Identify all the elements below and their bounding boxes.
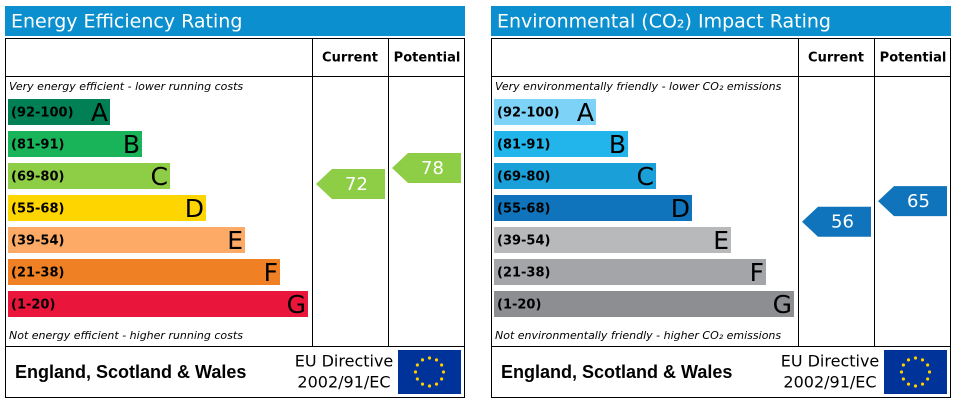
band-range: (21-38) bbox=[497, 266, 550, 281]
rating-arrow bbox=[316, 169, 385, 199]
band-range: (55-68) bbox=[11, 202, 64, 217]
band-range: (92-100) bbox=[11, 106, 74, 121]
current-header: Current bbox=[808, 51, 864, 66]
band bbox=[8, 163, 170, 189]
rating-arrow bbox=[802, 206, 871, 237]
band-letter: C bbox=[151, 162, 168, 191]
band-letter: B bbox=[609, 130, 626, 159]
flag-star bbox=[927, 370, 932, 374]
band-letter: D bbox=[185, 194, 204, 223]
panel-title: Energy Efficiency Rating bbox=[11, 11, 242, 33]
flag-star bbox=[920, 358, 925, 362]
band-letter: A bbox=[577, 98, 594, 127]
band-letter: F bbox=[264, 258, 278, 287]
band bbox=[494, 227, 731, 253]
band-range: (21-38) bbox=[11, 266, 64, 281]
band bbox=[494, 195, 692, 221]
flag-star bbox=[926, 377, 930, 381]
band-range: (81-91) bbox=[497, 138, 550, 153]
potential-header: Potential bbox=[394, 51, 461, 66]
top-note: Very energy efficient - lower running co… bbox=[9, 80, 243, 93]
bottom-note: Not energy efficient - higher running co… bbox=[9, 329, 243, 342]
directive: EU Directive bbox=[295, 352, 394, 371]
flag-star bbox=[901, 363, 905, 367]
region: England, Scotland & Wales bbox=[501, 362, 732, 382]
band bbox=[8, 259, 280, 285]
flag-star bbox=[441, 370, 446, 374]
band-range: (1-20) bbox=[11, 298, 55, 313]
band bbox=[494, 163, 656, 189]
flag-star bbox=[413, 370, 418, 374]
band bbox=[494, 131, 628, 157]
rating-arrow bbox=[878, 186, 947, 217]
flag-star bbox=[901, 377, 905, 381]
flag-star bbox=[926, 363, 930, 367]
rating-value: 78 bbox=[421, 158, 444, 179]
band-range: (92-100) bbox=[497, 106, 560, 121]
band bbox=[8, 291, 308, 317]
directive: EU Directive bbox=[781, 352, 880, 371]
flag-star bbox=[440, 377, 444, 381]
band-letter: B bbox=[123, 130, 140, 159]
band-range: (39-54) bbox=[497, 234, 550, 249]
band bbox=[8, 195, 206, 221]
potential-header: Potential bbox=[880, 51, 947, 66]
directive-code: 2002/91/EC bbox=[297, 373, 390, 392]
flag-star bbox=[899, 370, 904, 374]
rating-value: 65 bbox=[907, 191, 930, 212]
band-letter: F bbox=[750, 258, 764, 287]
region: England, Scotland & Wales bbox=[15, 362, 246, 382]
flag-star bbox=[415, 377, 419, 381]
band bbox=[8, 131, 142, 157]
flag-star bbox=[920, 382, 925, 386]
band-range: (55-68) bbox=[497, 202, 550, 217]
directive-code: 2002/91/EC bbox=[783, 373, 876, 392]
band-range: (69-80) bbox=[497, 170, 550, 185]
flag-star bbox=[415, 363, 419, 367]
band bbox=[8, 99, 110, 125]
flag-star bbox=[913, 356, 918, 360]
panel-title: Environmental (CO₂) Impact Rating bbox=[497, 11, 831, 33]
flag-star bbox=[906, 358, 911, 362]
flag-star bbox=[440, 363, 444, 367]
flag-star bbox=[427, 384, 432, 388]
flag-star bbox=[420, 358, 425, 362]
flag-star bbox=[906, 382, 911, 386]
rating-arrow bbox=[392, 153, 461, 183]
band-range: (81-91) bbox=[11, 138, 64, 153]
rating-value: 56 bbox=[831, 212, 854, 233]
title-bar bbox=[5, 6, 465, 36]
title-bar bbox=[491, 6, 951, 36]
flag-star bbox=[420, 382, 425, 386]
flag-star bbox=[913, 384, 918, 388]
band-letter: E bbox=[227, 226, 243, 255]
band-letter: A bbox=[91, 98, 108, 127]
band bbox=[494, 99, 596, 125]
flag-star bbox=[434, 358, 439, 362]
band-letter: G bbox=[773, 290, 792, 319]
bottom-note: Not environmentally friendly - higher CO… bbox=[495, 329, 781, 342]
rating-value: 72 bbox=[345, 174, 368, 195]
band-letter: C bbox=[637, 162, 654, 191]
band-range: (69-80) bbox=[11, 170, 64, 185]
flag-star bbox=[434, 382, 439, 386]
top-note: Very environmentally friendly - lower CO… bbox=[495, 80, 782, 93]
band-range: (1-20) bbox=[497, 298, 541, 313]
band-letter: D bbox=[671, 194, 690, 223]
panel-box bbox=[491, 38, 951, 398]
panel-box bbox=[5, 38, 465, 398]
current-header: Current bbox=[322, 51, 378, 66]
band bbox=[8, 227, 245, 253]
band bbox=[494, 259, 766, 285]
band bbox=[494, 291, 794, 317]
band-letter: E bbox=[713, 226, 729, 255]
band-letter: G bbox=[287, 290, 306, 319]
band-range: (39-54) bbox=[11, 234, 64, 249]
flag-star bbox=[427, 356, 432, 360]
